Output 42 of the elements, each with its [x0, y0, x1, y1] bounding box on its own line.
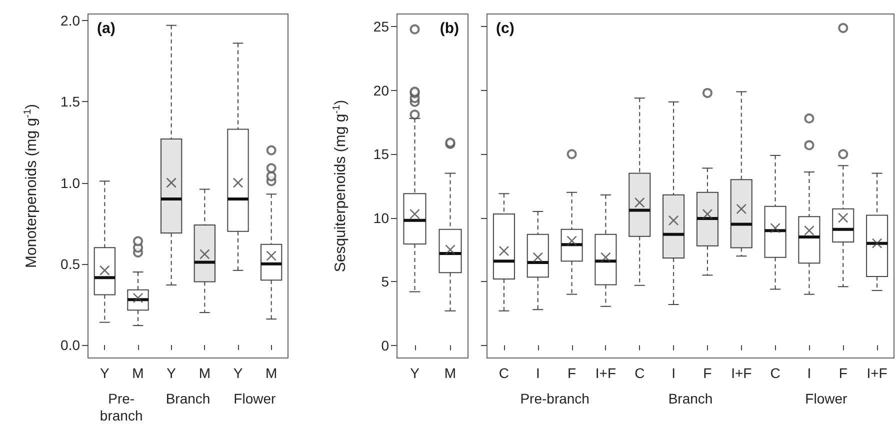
chart-title: (b)	[440, 20, 460, 37]
chart-title: (a)	[97, 20, 116, 37]
text: Branch	[166, 390, 210, 406]
chart-title: (c)	[496, 20, 514, 37]
x-tick-label: F	[703, 365, 712, 381]
text: Branch	[668, 390, 713, 406]
x-tick-label: C	[498, 365, 510, 381]
y-tick-label: 20	[373, 82, 390, 98]
y-tick-label: 0.5	[60, 256, 80, 272]
x-tick-label: M	[198, 365, 211, 381]
x-tick-label: M	[132, 365, 144, 381]
x-tick-label: I	[536, 365, 540, 381]
y-tick-label: 2.0	[60, 12, 80, 28]
y-tick-label: 25	[373, 18, 390, 35]
text: Pre-branch	[520, 390, 590, 406]
x-tick-label: F	[568, 365, 576, 381]
y-tick-label: 15	[373, 146, 390, 162]
x-tick-label: Y	[166, 365, 177, 381]
x-tick-label: Y	[233, 365, 244, 381]
x-tick-label: M	[444, 365, 456, 381]
x-tick-label: I	[672, 365, 676, 381]
x-tick-label: Y	[410, 365, 420, 381]
y-tick-label: 0	[381, 337, 390, 354]
x-tick-label: I+F	[866, 365, 888, 381]
y-tick-label: 1.0	[60, 174, 80, 191]
x-tick-label: I+F	[595, 365, 616, 381]
y-tick-label: 1.5	[60, 94, 80, 110]
x-tick-label: F	[838, 365, 848, 381]
x-tick-label: Y	[100, 365, 110, 381]
x-tick-label: I+F	[731, 365, 752, 381]
y-axis-title: Monoterpenoids (mg g-1)	[22, 104, 40, 268]
y-tick-label: 0.0	[60, 337, 80, 354]
y-tick-label: 5	[381, 274, 390, 290]
y-tick-label: 10	[373, 210, 390, 226]
text: Flower	[805, 390, 848, 406]
x-tick-label: C	[634, 365, 645, 381]
text: Flower	[234, 390, 276, 406]
x-tick-label: C	[770, 365, 780, 381]
x-tick-label: M	[265, 365, 278, 381]
y-axis-title: Sesquiterpenoids (mg g-1)	[332, 100, 349, 272]
text: Pre-branch	[100, 390, 143, 424]
x-tick-label: I	[807, 365, 812, 381]
